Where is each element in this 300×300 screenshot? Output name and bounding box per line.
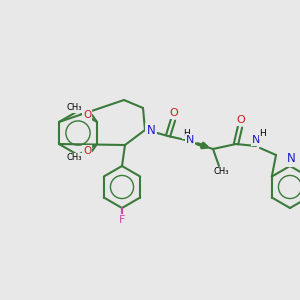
Text: N: N	[286, 152, 296, 166]
Text: O: O	[169, 108, 178, 118]
Text: H: H	[260, 130, 266, 139]
Text: N: N	[147, 124, 155, 137]
Text: N: N	[186, 135, 194, 145]
Text: CH₃: CH₃	[66, 154, 82, 163]
Text: CH₃: CH₃	[213, 167, 229, 176]
Text: O: O	[83, 146, 91, 156]
Text: O: O	[237, 115, 245, 125]
Text: O: O	[83, 110, 91, 120]
Text: F: F	[119, 215, 125, 225]
Text: CH₃: CH₃	[66, 103, 82, 112]
Text: H: H	[183, 130, 189, 139]
Text: N: N	[252, 135, 260, 145]
